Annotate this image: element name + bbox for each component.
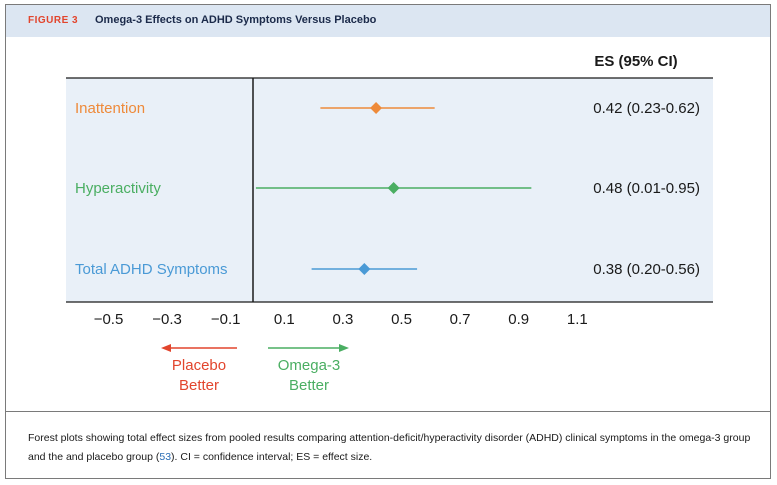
x-tick-label: −0.3 bbox=[152, 311, 182, 328]
omega3-better-label-line2: Better bbox=[289, 377, 329, 394]
caption-text-end: ). CI = confidence interval; ES = effect… bbox=[171, 451, 373, 463]
effect-marker-inattention bbox=[370, 102, 383, 114]
x-tick-label: −0.1 bbox=[211, 311, 241, 328]
x-tick-label: 1.1 bbox=[567, 311, 588, 328]
x-tick-label: −0.5 bbox=[94, 311, 124, 328]
figure-frame: FIGURE 3 Omega-3 Effects on ADHD Symptom… bbox=[5, 4, 771, 479]
figure-caption: Forest plots showing total effect sizes … bbox=[28, 429, 758, 467]
placebo-better-label-line1: Placebo bbox=[172, 357, 226, 374]
row-label-total-adhd-symptoms: Total ADHD Symptoms bbox=[75, 261, 228, 278]
omega3-arrow-head bbox=[339, 344, 349, 352]
x-tick-label: 0.5 bbox=[391, 311, 412, 328]
plot-area-background bbox=[66, 78, 713, 302]
effect-marker-total-adhd-symptoms bbox=[358, 263, 371, 275]
row-label-hyperactivity: Hyperactivity bbox=[75, 180, 161, 197]
es-value-inattention: 0.42 (0.23-0.62) bbox=[593, 100, 700, 117]
placebo-arrow-head bbox=[161, 344, 171, 352]
x-tick-label: 0.9 bbox=[508, 311, 529, 328]
figure-header: FIGURE 3 Omega-3 Effects on ADHD Symptom… bbox=[6, 5, 770, 37]
effect-marker-hyperactivity bbox=[387, 182, 400, 194]
es-column-header: ES (95% CI) bbox=[594, 53, 677, 70]
row-label-inattention: Inattention bbox=[75, 100, 145, 117]
x-tick-label: 0.3 bbox=[332, 311, 353, 328]
es-value-total-adhd-symptoms: 0.38 (0.20-0.56) bbox=[593, 261, 700, 278]
es-value-hyperactivity: 0.48 (0.01-0.95) bbox=[593, 180, 700, 197]
x-tick-label: 0.1 bbox=[274, 311, 295, 328]
caption-box: Forest plots showing total effect sizes … bbox=[6, 411, 770, 480]
caption-text-start: Forest plots showing total effect sizes … bbox=[28, 432, 751, 463]
x-tick-label: 0.7 bbox=[450, 311, 471, 328]
figure-label: FIGURE 3 bbox=[28, 15, 79, 26]
forest-plot: ES (95% CI) Inattention 0.42 (0.23-0.62) Hy… bbox=[66, 53, 713, 394]
figure-title: Omega-3 Effects on ADHD Symptoms Versus … bbox=[95, 14, 377, 26]
caption-reference-link[interactable]: 53 bbox=[159, 451, 172, 463]
omega3-better-label-line1: Omega-3 bbox=[278, 357, 341, 374]
placebo-better-label-line2: Better bbox=[179, 377, 219, 394]
